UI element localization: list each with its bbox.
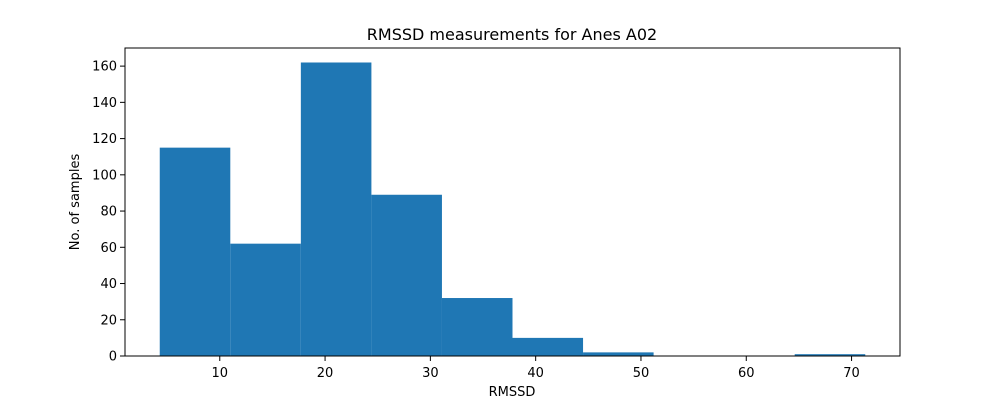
y-tick-label-40: 40 — [100, 277, 117, 292]
y-tick-label-80: 80 — [100, 205, 117, 220]
x-tick-label-30: 30 — [422, 366, 439, 381]
x-tick-label-60: 60 — [738, 366, 755, 381]
histogram-bar-4 — [441, 298, 513, 356]
y-tick-label-120: 120 — [92, 132, 117, 147]
histogram-bar-0 — [159, 147, 231, 356]
x-axis-label: RMSSD — [489, 385, 536, 400]
histogram-bar-3 — [371, 194, 442, 356]
y-axis-label: No. of samples — [68, 154, 83, 251]
x-tick-label-40: 40 — [527, 366, 544, 381]
histogram-bar-5 — [512, 337, 584, 356]
x-tick-label-50: 50 — [633, 366, 650, 381]
x-tick-label-20: 20 — [317, 366, 334, 381]
bars-group — [159, 62, 866, 357]
histogram-bar-2 — [300, 62, 372, 357]
y-tick-label-60: 60 — [100, 241, 117, 256]
y-tick-label-140: 140 — [92, 96, 117, 111]
chart-title: RMSSD measurements for Anes A02 — [367, 25, 657, 44]
x-tick-label-70: 70 — [843, 366, 860, 381]
histogram-bar-9 — [794, 354, 866, 356]
plot-frame — [124, 47, 901, 357]
y-axis-ticks: 0 20 40 60 80 100 120 140 160 — [92, 60, 125, 365]
y-tick-label-0: 0 — [109, 350, 117, 365]
y-tick-label-160: 160 — [92, 60, 117, 75]
x-axis-ticks: 10 20 30 40 50 60 70 — [211, 356, 860, 381]
histogram-bar-6 — [583, 352, 654, 356]
x-tick-label-10: 10 — [211, 366, 228, 381]
histogram-bar-1 — [230, 243, 301, 356]
y-tick-label-20: 20 — [100, 313, 117, 328]
y-tick-label-100: 100 — [92, 168, 117, 183]
